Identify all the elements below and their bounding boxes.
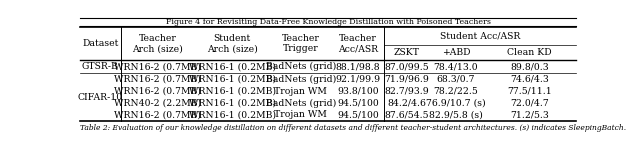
Text: 88.1/98.8: 88.1/98.8 xyxy=(335,62,380,71)
Text: WRN16-2 (0.7MB): WRN16-2 (0.7MB) xyxy=(115,75,202,84)
Text: BadNets (grid): BadNets (grid) xyxy=(266,62,336,71)
Text: WRN16-1 (0.2MB): WRN16-1 (0.2MB) xyxy=(189,111,276,119)
Text: ZSKT: ZSKT xyxy=(394,48,419,57)
Text: 89.8/0.3: 89.8/0.3 xyxy=(510,62,548,71)
Text: 71.9/96.9: 71.9/96.9 xyxy=(384,75,429,84)
Text: BadNets (grid): BadNets (grid) xyxy=(266,98,336,108)
Text: 74.6/4.3: 74.6/4.3 xyxy=(510,75,548,84)
Text: 93.8/100: 93.8/100 xyxy=(337,87,379,96)
Text: 92.1/99.9: 92.1/99.9 xyxy=(335,75,380,84)
Text: 84.2/4.6: 84.2/4.6 xyxy=(387,99,426,108)
Text: Table 2: Evaluation of our knowledge distillation on different datasets and diff: Table 2: Evaluation of our knowledge dis… xyxy=(80,124,626,132)
Text: 78.4/13.0: 78.4/13.0 xyxy=(434,62,478,71)
Text: Trojan WM: Trojan WM xyxy=(275,111,327,119)
Text: Teacher
Trigger: Teacher Trigger xyxy=(282,34,319,53)
Text: 82.7/93.9: 82.7/93.9 xyxy=(384,87,429,96)
Text: +ABD: +ABD xyxy=(442,48,470,57)
Text: Student Acc/ASR: Student Acc/ASR xyxy=(440,32,520,41)
Text: Figure 4 for Revisiting Data-Free Knowledge Distillation with Poisoned Teachers: Figure 4 for Revisiting Data-Free Knowle… xyxy=(166,18,490,26)
Text: Dataset: Dataset xyxy=(82,39,118,48)
Text: WRN16-1 (0.2MB): WRN16-1 (0.2MB) xyxy=(189,87,276,96)
Text: 71.2/5.3: 71.2/5.3 xyxy=(510,111,548,119)
Text: 78.2/22.5: 78.2/22.5 xyxy=(433,87,478,96)
Text: 72.0/4.7: 72.0/4.7 xyxy=(510,99,548,108)
Text: GTSR-B: GTSR-B xyxy=(82,62,118,71)
Text: 82.9/5.8 (s): 82.9/5.8 (s) xyxy=(429,111,483,119)
Text: 77.5/11.1: 77.5/11.1 xyxy=(507,87,552,96)
Text: Trojan WM: Trojan WM xyxy=(275,87,327,96)
Text: 87.6/54.5: 87.6/54.5 xyxy=(384,111,429,119)
Text: 87.0/99.5: 87.0/99.5 xyxy=(384,62,429,71)
Text: WRN16-2 (0.7MB): WRN16-2 (0.7MB) xyxy=(115,111,202,119)
Text: CIFAR-10: CIFAR-10 xyxy=(78,93,123,102)
Text: 68.3/0.7: 68.3/0.7 xyxy=(436,75,476,84)
Text: WRN16-1 (0.2MB): WRN16-1 (0.2MB) xyxy=(189,62,276,71)
Text: 76.9/10.7 (s): 76.9/10.7 (s) xyxy=(426,99,486,108)
Text: 94.5/100: 94.5/100 xyxy=(337,111,379,119)
Text: WRN16-1 (0.2MB): WRN16-1 (0.2MB) xyxy=(189,75,276,84)
Text: Student
Arch (size): Student Arch (size) xyxy=(207,34,258,53)
Text: Clean KD: Clean KD xyxy=(507,48,552,57)
Text: WRN16-1 (0.2MB): WRN16-1 (0.2MB) xyxy=(189,99,276,108)
Text: Teacher
Acc/ASR: Teacher Acc/ASR xyxy=(338,34,378,53)
Text: BadNets (grid): BadNets (grid) xyxy=(266,75,336,84)
Text: Teacher
Arch (size): Teacher Arch (size) xyxy=(132,34,183,53)
Text: WRN40-2 (2.2MB): WRN40-2 (2.2MB) xyxy=(115,99,202,108)
Text: WRN16-2 (0.7MB): WRN16-2 (0.7MB) xyxy=(115,62,202,71)
Text: 94.5/100: 94.5/100 xyxy=(337,99,379,108)
Text: WRN16-2 (0.7MB): WRN16-2 (0.7MB) xyxy=(115,87,202,96)
